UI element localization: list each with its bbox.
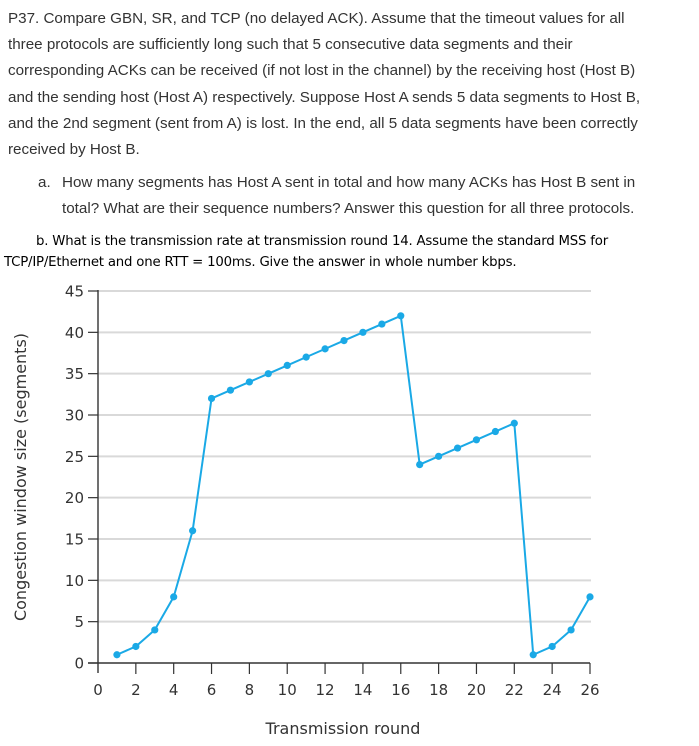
problem-intro: P37. Compare GBN, SR, and TCP (no delaye…	[8, 6, 694, 163]
data-point	[586, 593, 594, 601]
y-tick-label: 45	[65, 283, 84, 301]
data-point	[113, 651, 121, 659]
x-tick-label: 16	[391, 681, 410, 699]
intro-line: P37. Compare GBN, SR, and TCP (no delaye…	[8, 10, 625, 27]
x-tick-label: 22	[505, 681, 524, 699]
x-tick-label: 14	[353, 681, 372, 699]
x-tick-label: 24	[543, 681, 562, 699]
data-point	[472, 436, 481, 444]
series-congestion-window	[113, 312, 594, 659]
series-line	[116, 314, 591, 656]
data-point	[359, 328, 367, 336]
part-b-line2: TCP/IP/Ethernet and one RTT = 100ms. Giv…	[4, 255, 517, 270]
data-point	[170, 593, 178, 601]
x-axis-title: Transmission round	[265, 719, 421, 738]
intro-line: and the 2nd segment (sent from A) is los…	[8, 114, 638, 132]
part-b: b. What is the transmission rate at tran…	[4, 231, 699, 273]
data-point	[510, 419, 518, 427]
x-tick-label: 12	[316, 681, 335, 699]
x-axis-ticks: 0 2 4 6 8 10 12 14 16 18 20 22 24 26	[93, 663, 600, 699]
x-tick-label: 26	[580, 681, 599, 699]
data-point	[151, 626, 159, 634]
x-tick-label: 18	[429, 681, 448, 699]
part-b-line1: b. What is the transmission rate at tran…	[36, 234, 608, 249]
chart-gridlines	[98, 290, 591, 623]
data-point	[207, 394, 216, 403]
data-point	[529, 651, 537, 659]
data-point	[264, 370, 272, 378]
data-point	[435, 452, 443, 460]
part-a-line2: total? What are their sequence numbers? …	[62, 200, 635, 217]
part-a: a. How many segments has Host A sent in t…	[38, 170, 688, 222]
data-point	[397, 312, 405, 320]
data-point	[321, 345, 329, 353]
y-tick-label: 20	[65, 489, 84, 507]
x-tick-label: 2	[131, 681, 141, 699]
x-tick-label: 20	[467, 681, 486, 699]
y-tick-label: 10	[65, 572, 84, 590]
x-tick-label: 6	[207, 681, 217, 699]
x-tick-label: 0	[93, 681, 103, 699]
data-point	[378, 320, 386, 328]
y-tick-label: 15	[65, 531, 84, 549]
intro-line: three protocols are sufficiently long su…	[8, 36, 573, 54]
data-point	[189, 527, 197, 535]
y-tick-label: 0	[74, 655, 84, 673]
data-point	[132, 642, 140, 651]
part-a-line1: How many segments has Host A sent in tot…	[62, 174, 636, 191]
data-point	[245, 378, 253, 386]
intro-line: received by Host B.	[8, 141, 140, 159]
y-axis-title: Congestion window size (segments)	[11, 333, 30, 621]
data-point	[567, 626, 575, 634]
x-tick-label: 10	[278, 681, 297, 699]
y-tick-label: 25	[65, 448, 84, 466]
y-axis-ticks: 0 5 10 15 20 25 30 35 40 45	[65, 283, 98, 673]
data-point	[548, 642, 556, 651]
data-point	[302, 353, 310, 361]
data-point	[226, 386, 235, 394]
chart-axes	[88, 290, 590, 673]
y-tick-label: 5	[74, 613, 84, 631]
part-a-label: a.	[38, 174, 51, 191]
y-tick-label: 30	[65, 407, 84, 425]
x-tick-label: 8	[245, 681, 255, 699]
y-tick-label: 40	[65, 324, 84, 342]
intro-line: corresponding ACKs can be received (if n…	[8, 62, 636, 80]
data-point	[453, 444, 462, 452]
y-tick-label: 35	[65, 365, 84, 383]
x-tick-label: 4	[169, 681, 179, 699]
data-point	[283, 361, 291, 369]
data-point	[416, 461, 424, 469]
intro-line: and the sending host (Host A) respective…	[8, 88, 641, 106]
data-point	[491, 427, 499, 436]
data-point	[340, 337, 348, 345]
